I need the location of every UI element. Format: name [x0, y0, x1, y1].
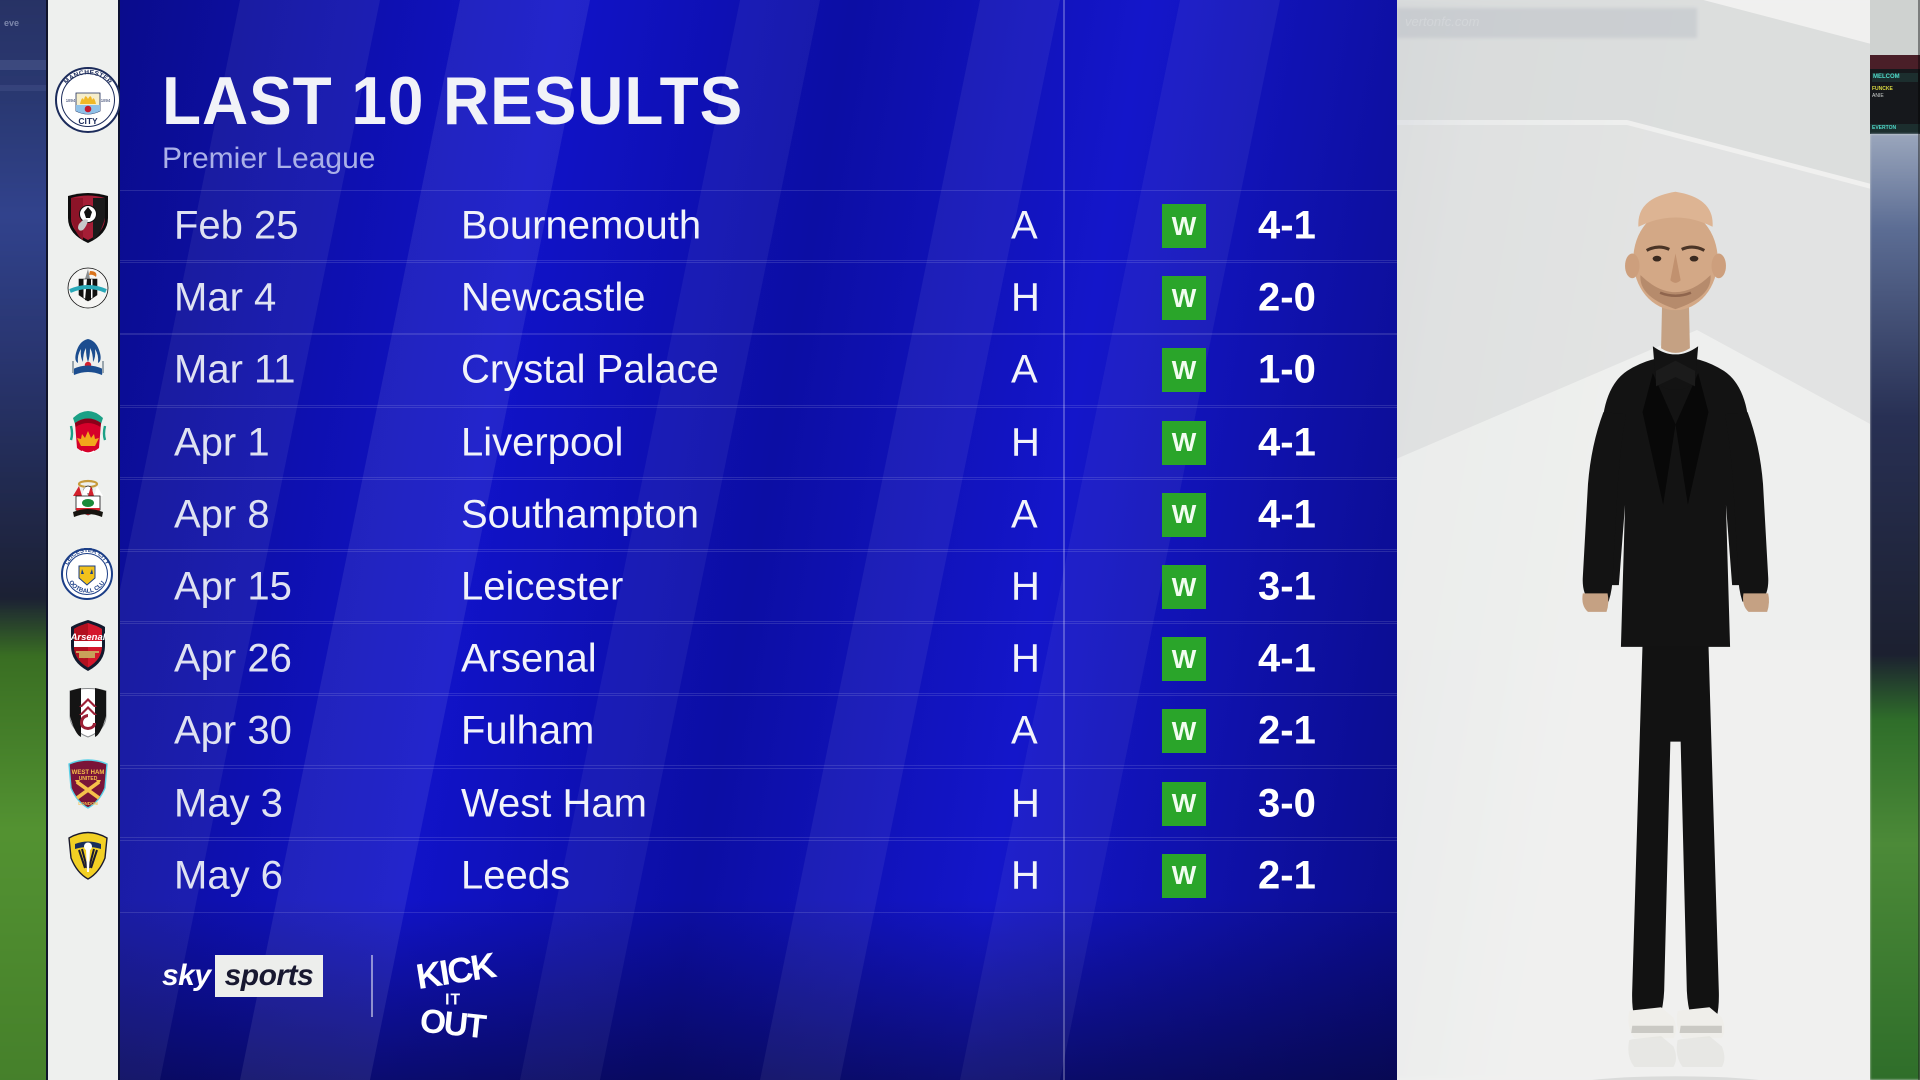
svg-text:CITY: CITY [78, 116, 98, 126]
svg-text:1894: 1894 [101, 98, 111, 103]
svg-text:UNITED: UNITED [79, 776, 98, 782]
svg-text:LONDON: LONDON [78, 801, 98, 806]
svg-text:Arsenal: Arsenal [70, 632, 106, 643]
svg-text:1894: 1894 [66, 98, 76, 103]
